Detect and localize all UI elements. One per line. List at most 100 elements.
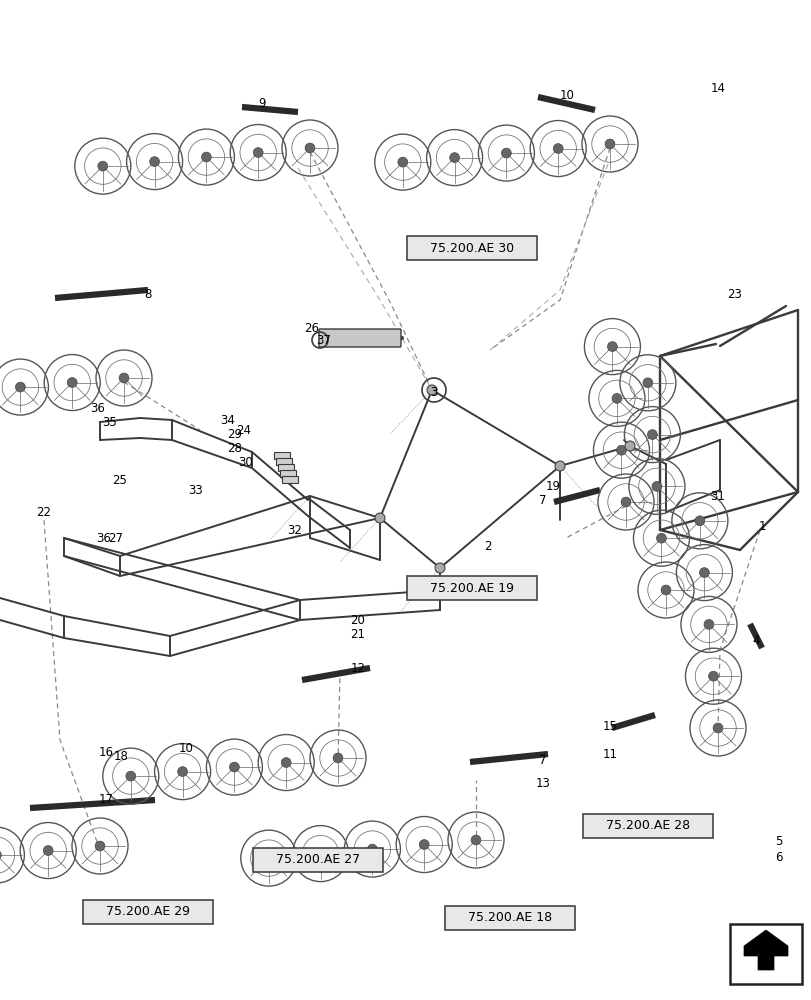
Bar: [729, 924, 801, 984]
Ellipse shape: [604, 139, 614, 149]
Text: 16: 16: [98, 746, 114, 758]
Polygon shape: [743, 930, 787, 970]
Ellipse shape: [315, 849, 325, 858]
Ellipse shape: [333, 753, 342, 763]
Ellipse shape: [15, 382, 25, 392]
Bar: [582, 814, 712, 838]
Ellipse shape: [253, 148, 263, 157]
Text: 22: 22: [36, 506, 51, 518]
Circle shape: [554, 461, 564, 471]
Ellipse shape: [611, 393, 621, 403]
Bar: [406, 576, 536, 600]
Ellipse shape: [607, 342, 616, 351]
Circle shape: [375, 513, 384, 523]
Text: 28: 28: [227, 442, 242, 454]
Ellipse shape: [119, 373, 129, 383]
Text: 21: 21: [350, 628, 365, 641]
Ellipse shape: [95, 841, 105, 851]
Bar: [276, 458, 292, 465]
Text: 2: 2: [483, 540, 491, 554]
Ellipse shape: [470, 835, 480, 845]
Ellipse shape: [703, 619, 713, 629]
Ellipse shape: [367, 844, 377, 854]
Text: 34: 34: [221, 414, 235, 426]
Bar: [273, 452, 290, 459]
Ellipse shape: [616, 445, 625, 455]
Text: 37: 37: [316, 334, 331, 347]
Text: 30: 30: [238, 456, 253, 468]
Ellipse shape: [149, 157, 159, 166]
Bar: [406, 236, 536, 260]
Ellipse shape: [708, 671, 718, 681]
Text: 15: 15: [602, 720, 616, 732]
Text: 5: 5: [775, 835, 782, 848]
Bar: [253, 848, 383, 872]
Ellipse shape: [67, 378, 77, 387]
Ellipse shape: [43, 846, 53, 855]
Ellipse shape: [264, 853, 273, 863]
Text: 8: 8: [144, 288, 152, 302]
Ellipse shape: [646, 430, 656, 439]
Text: 18: 18: [114, 750, 128, 762]
Ellipse shape: [660, 585, 670, 595]
Ellipse shape: [694, 516, 704, 526]
Text: 20: 20: [350, 613, 365, 626]
Ellipse shape: [178, 767, 187, 776]
Text: 75.200.AE 29: 75.200.AE 29: [106, 905, 190, 918]
Text: 25: 25: [113, 474, 127, 487]
Text: 7: 7: [539, 493, 546, 506]
Text: 35: 35: [102, 416, 118, 428]
Text: 13: 13: [535, 777, 550, 790]
Circle shape: [427, 385, 436, 395]
Ellipse shape: [656, 533, 666, 543]
Text: 3: 3: [430, 386, 437, 399]
Text: 24: 24: [236, 424, 251, 436]
Text: 75.200.AE 27: 75.200.AE 27: [276, 853, 359, 866]
Ellipse shape: [305, 143, 315, 153]
Text: 75.200.AE 18: 75.200.AE 18: [467, 911, 551, 924]
Text: 32: 32: [287, 524, 302, 536]
Ellipse shape: [397, 157, 407, 167]
Text: 4: 4: [751, 634, 759, 647]
Text: 75.200.AE 30: 75.200.AE 30: [429, 241, 513, 254]
Ellipse shape: [651, 481, 661, 491]
Ellipse shape: [126, 771, 135, 781]
Bar: [83, 900, 212, 924]
Text: 10: 10: [559, 89, 573, 102]
Text: 12: 12: [350, 662, 365, 674]
Text: 1: 1: [757, 520, 765, 532]
Text: 10: 10: [178, 742, 193, 754]
Ellipse shape: [698, 568, 709, 577]
Ellipse shape: [281, 758, 290, 767]
Bar: [280, 470, 296, 477]
Bar: [277, 464, 294, 471]
Ellipse shape: [418, 840, 428, 849]
Ellipse shape: [449, 153, 459, 162]
Text: 17: 17: [98, 793, 114, 806]
Ellipse shape: [98, 161, 108, 171]
Ellipse shape: [0, 850, 2, 860]
Text: 7: 7: [539, 754, 546, 766]
Text: 75.200.AE 19: 75.200.AE 19: [430, 582, 513, 594]
Text: 26: 26: [304, 322, 319, 334]
Ellipse shape: [712, 723, 722, 733]
Text: 23: 23: [727, 288, 741, 302]
Circle shape: [435, 563, 444, 573]
Ellipse shape: [642, 378, 652, 388]
Text: 19: 19: [545, 481, 560, 493]
Ellipse shape: [620, 497, 630, 507]
Bar: [444, 906, 574, 930]
Text: 36: 36: [91, 401, 105, 414]
Text: 6: 6: [775, 851, 782, 864]
Text: 27: 27: [109, 532, 123, 544]
Ellipse shape: [552, 144, 562, 153]
Bar: [281, 476, 298, 483]
Text: 31: 31: [710, 489, 724, 502]
FancyBboxPatch shape: [319, 329, 401, 347]
Text: 75.200.AE 28: 75.200.AE 28: [605, 819, 689, 832]
Ellipse shape: [501, 148, 511, 158]
Text: 14: 14: [710, 82, 724, 95]
Ellipse shape: [230, 762, 239, 772]
Circle shape: [624, 441, 634, 451]
Text: 36: 36: [97, 532, 111, 544]
